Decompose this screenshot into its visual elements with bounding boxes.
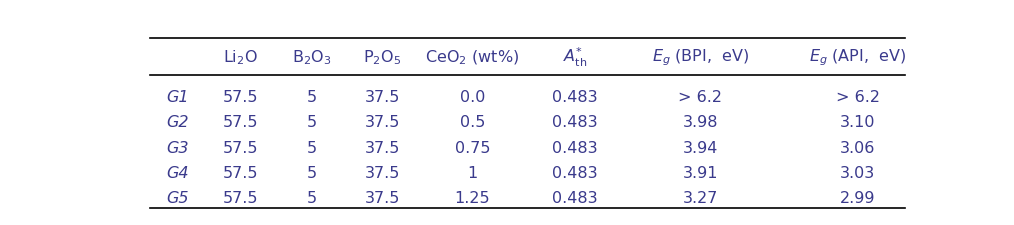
Text: G3: G3 [166,140,189,155]
Text: 1: 1 [467,165,478,180]
Text: B$_2$O$_3$: B$_2$O$_3$ [292,48,332,67]
Text: 3.91: 3.91 [682,165,718,180]
Text: 0.75: 0.75 [454,140,491,155]
Text: 3.94: 3.94 [682,140,718,155]
Text: 0.483: 0.483 [552,140,597,155]
Text: 5: 5 [306,165,316,180]
Text: $E_g$ (BPI,  eV): $E_g$ (BPI, eV) [652,47,749,68]
Text: 57.5: 57.5 [223,90,259,105]
Text: 5: 5 [306,115,316,130]
Text: CeO$_2$ (wt%): CeO$_2$ (wt%) [426,48,519,66]
Text: G5: G5 [166,190,189,205]
Text: $E_g$ (API,  eV): $E_g$ (API, eV) [809,47,907,68]
Text: 37.5: 37.5 [364,140,400,155]
Text: G1: G1 [166,90,189,105]
Text: 0.483: 0.483 [552,165,597,180]
Text: 5: 5 [306,140,316,155]
Text: 37.5: 37.5 [364,190,400,205]
Text: 0.0: 0.0 [459,90,486,105]
Text: > 6.2: > 6.2 [836,90,879,105]
Text: 37.5: 37.5 [364,115,400,130]
Text: 57.5: 57.5 [223,140,259,155]
Text: 0.483: 0.483 [552,90,597,105]
Text: G4: G4 [166,165,189,180]
Text: 5: 5 [306,90,316,105]
Text: 37.5: 37.5 [364,90,400,105]
Text: 57.5: 57.5 [223,190,259,205]
Text: 2.99: 2.99 [840,190,875,205]
Text: 37.5: 37.5 [364,165,400,180]
Text: 0.483: 0.483 [552,115,597,130]
Text: 3.27: 3.27 [682,190,718,205]
Text: 0.5: 0.5 [459,115,486,130]
Text: 0.483: 0.483 [552,190,597,205]
Text: Li$_2$O: Li$_2$O [223,48,258,67]
Text: 3.03: 3.03 [840,165,875,180]
Text: 3.06: 3.06 [840,140,875,155]
Text: 5: 5 [306,190,316,205]
Text: G2: G2 [166,115,189,130]
Text: 57.5: 57.5 [223,165,259,180]
Text: 3.10: 3.10 [840,115,875,130]
Text: 3.98: 3.98 [682,115,718,130]
Text: 1.25: 1.25 [454,190,491,205]
Text: P$_2$O$_5$: P$_2$O$_5$ [363,48,402,67]
Text: 57.5: 57.5 [223,115,259,130]
Text: > 6.2: > 6.2 [678,90,722,105]
Text: $\mathit{A}_{\mathrm{th}}^{*}$: $\mathit{A}_{\mathrm{th}}^{*}$ [563,46,587,69]
